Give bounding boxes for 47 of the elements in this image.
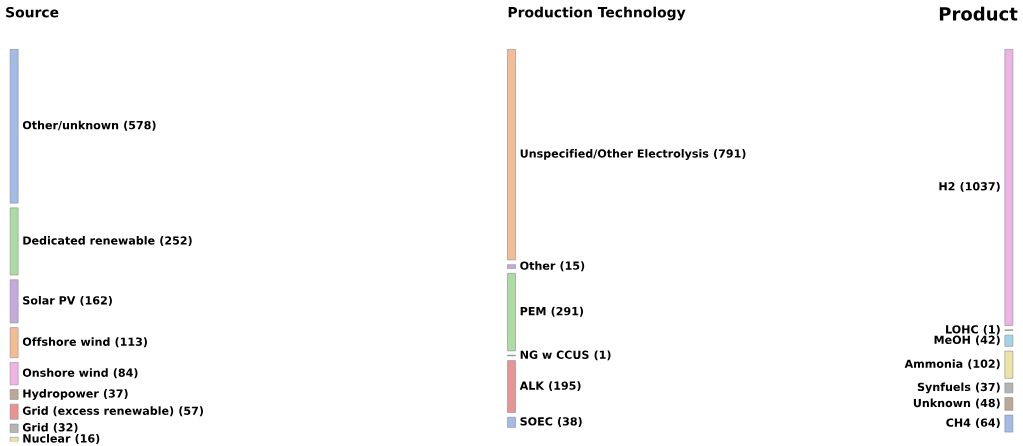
text: Product [939,6,1018,21]
data-label: (1) [594,350,611,361]
category-label: Onshore wind [22,368,108,377]
data-label: (16) [75,434,100,444]
data-label: (791) [714,149,746,160]
category-label: Nuclear [23,434,71,443]
data-label: (32) [53,422,78,433]
text: Source [6,6,59,18]
data-label: (37) [976,382,1000,393]
category-label: Unknown [913,398,971,408]
category-label: Offshore wind [22,337,110,346]
category-label: Other [520,261,556,270]
category-label: Synfuels [917,382,971,394]
category-label: Unspecified/Other Electrolysis [520,149,709,160]
data-label: (42) [976,335,1000,346]
text: Production Technology [508,6,686,21]
data-label: (15) [560,261,585,272]
data-label: (291) [551,306,584,317]
category-label: ALK [519,381,545,390]
category-label: Grid (excess renewable) [22,406,174,417]
data-label: (84) [113,368,138,379]
category-label: Hydropower [23,389,99,400]
category-label: Other/unknown [22,120,119,131]
category-label: Ammonia [904,359,963,368]
category-label: MeOH [934,335,970,344]
data-label: (102) [968,359,1000,370]
category-label: Dedicated renewable [23,236,155,245]
data-label: (1037) [960,181,1000,192]
data-label: (252) [160,236,192,246]
category-label: Grid [22,422,48,432]
category-label: Solar PV [23,295,76,305]
data-label: (113) [115,337,147,348]
category-label: H2 [939,182,955,191]
data-label: (64) [976,418,1000,429]
data-label: (1) [983,324,1000,335]
data-label: (57) [179,406,203,417]
data-label: (162) [80,295,112,306]
data-label: (195) [549,381,581,392]
category-label: LOHC [946,325,978,334]
category-label: CH4 [946,418,971,427]
data-label: (48) [976,398,1000,409]
data-label: (37) [103,389,128,400]
category-label: PEM [520,307,546,316]
category-label: NG w CCUS [520,350,589,359]
data-label: (578) [124,120,156,131]
category-label: SOEC [520,417,553,426]
data-label: (38) [557,416,582,427]
